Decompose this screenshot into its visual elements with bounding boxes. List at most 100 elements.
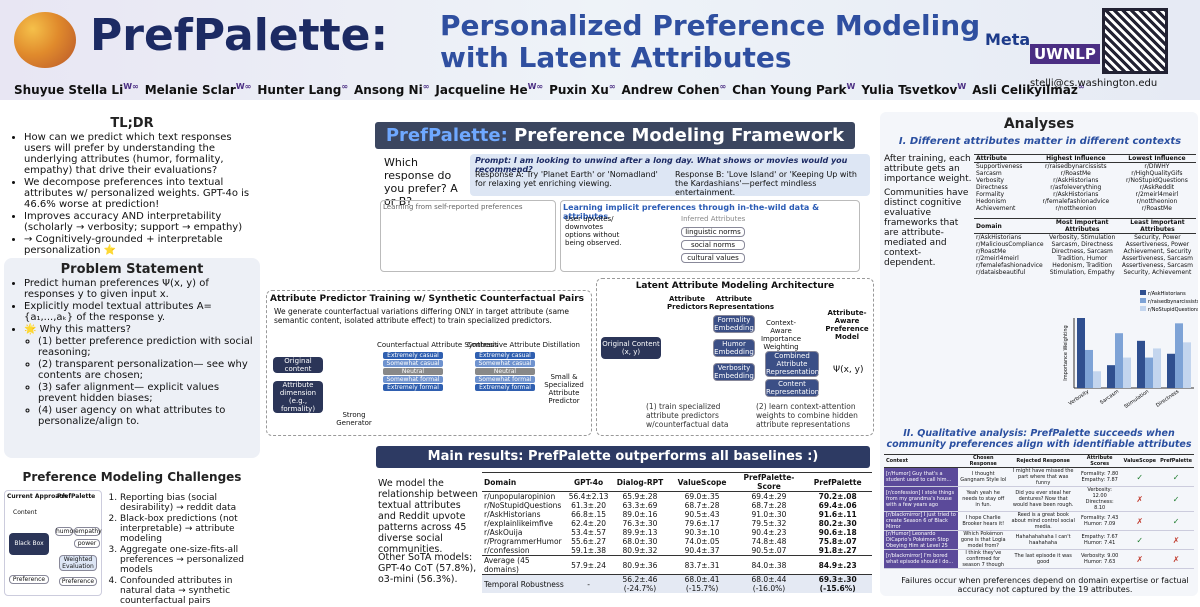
- label: Ψ(x, y): [833, 365, 864, 375]
- cell: 80.2±.30: [818, 519, 857, 528]
- cell: Did you ever steal her dentures? Now tha…: [1012, 490, 1074, 508]
- cell: Security, Achievement: [1123, 269, 1192, 276]
- author-affil: ∞: [719, 82, 727, 91]
- author-affil: W: [846, 82, 856, 91]
- label: Strong Generator: [336, 411, 372, 427]
- list-item: Improves accuracy AND interpretability (…: [24, 211, 254, 233]
- cell: 76.3±.30: [622, 519, 658, 528]
- header-cell: Attribute Scores: [1086, 455, 1113, 467]
- cell: 65.9±.28: [622, 492, 658, 501]
- cell: 89.0±.16: [622, 510, 658, 519]
- cell: 80.9±.36: [622, 560, 658, 570]
- cell: 74.8±.48: [751, 537, 787, 546]
- list-item: Predict human preferences Ψ(x, y) of res…: [24, 278, 254, 300]
- cell: Sarcasm, Directness: [1051, 241, 1113, 248]
- cell: 90.3±.10: [684, 528, 720, 537]
- cell: Average (45 domains): [484, 556, 530, 574]
- author: Chan Young ParkW: [732, 82, 856, 97]
- author-affil: W∞: [123, 82, 139, 91]
- header-cell: Dialog-RPT: [616, 477, 664, 487]
- row: [r/Humor] Leonardo DiCaprio's Pokémon St…: [884, 530, 1194, 550]
- cell: r/ProgrammerHumor: [484, 537, 562, 546]
- levels: Extremely casual Somewhat casual Neutral So…: [383, 351, 443, 392]
- label: Black Box: [9, 533, 49, 555]
- logo-meta: Meta: [985, 30, 1031, 49]
- y-axis-label: Importance Weighting: [1063, 325, 1069, 380]
- header-cell: Most Important Attributes: [1055, 219, 1109, 233]
- author: Puxin Xu∞: [549, 82, 615, 97]
- response: Response B: 'Love Island' or 'Keeping Up…: [675, 170, 857, 197]
- cell: Assertiveness, Sarcasm: [1121, 262, 1193, 269]
- bar: [1093, 371, 1101, 388]
- row: Verbosity r/AskHistorians r/NoStupidQuesti…: [974, 177, 1196, 184]
- cell: Directness, Sarcasm: [1051, 248, 1113, 255]
- label: Small & Specialized Attribute Predictor: [544, 373, 584, 405]
- header-cell: Lowest Influence: [1128, 155, 1186, 162]
- label: Attribute Representations: [709, 295, 775, 311]
- cell: [r/confession] I stole things from my gr…: [884, 486, 958, 512]
- header-cell: PrefPalette: [1160, 458, 1192, 464]
- author: Asli Celikyilmaz∞: [972, 82, 1084, 97]
- cell: Verbosity: 12.00 Directness: 8.10: [1085, 487, 1114, 511]
- author: Jacqueline HeW∞: [435, 82, 543, 97]
- author-affil: ∞: [422, 82, 430, 91]
- cell: r/nottheonion: [1136, 198, 1178, 205]
- cell: Hahahahahaha I can't haahahaha: [1015, 534, 1071, 546]
- author: Hunter Lang∞: [257, 82, 348, 97]
- cell: r/NoStupidQuestions: [484, 501, 562, 510]
- label: Attribute Predictor Training w/ Syntheti…: [270, 294, 585, 304]
- cell: 69.4±.06: [818, 501, 857, 510]
- subtitle: Personalized Preference Modeling with La…: [440, 10, 980, 74]
- cell: Supportiveness: [976, 163, 1023, 170]
- cell: Assertiveness, Sarcasm: [1121, 255, 1193, 262]
- list-item: Black-box predictions (not interpretable…: [120, 514, 262, 544]
- header-cell: Highest Influence: [1046, 155, 1106, 162]
- list-item: (3) safer alignment— explicit values pre…: [38, 382, 254, 404]
- cell: r/unpopularopinion: [484, 492, 556, 501]
- cell: 68.0±.41 (-15.7%): [684, 575, 720, 593]
- cell: 56.4±2.13: [568, 492, 609, 501]
- cell: r/raisedbynarcissists: [1045, 163, 1107, 170]
- label: Latent Attribute Modeling Architecture: [635, 281, 835, 291]
- cell: 91.6±.11: [818, 510, 857, 519]
- label: Preference: [9, 575, 49, 584]
- author-name: Puxin Xu: [549, 83, 609, 97]
- header-row: Context Chosen Response Rejected Response A…: [884, 454, 1194, 468]
- row: r/AskHistorians Verbosity, Stimulation Sec…: [974, 234, 1196, 241]
- header-cell: Context: [886, 458, 909, 464]
- results-table: Domain GPT-4o Dialog-RPT ValueScope PrefPale…: [482, 472, 872, 593]
- cell: r/AskHistorians: [484, 510, 541, 519]
- label: Context-Aware Importance Weighting: [760, 319, 802, 351]
- cell: r/dataisbeautiful: [976, 269, 1026, 276]
- label: Content Representation: [765, 379, 820, 397]
- cell: 69.4±.29: [751, 492, 787, 501]
- bar: [1183, 342, 1191, 388]
- legend-label: r/AskHistorians: [1148, 291, 1186, 297]
- cell: r/RoastMe: [1060, 170, 1091, 177]
- cell: Tradition, Humor: [1057, 255, 1108, 262]
- challenges-title-wrap: Preference Modeling Challenges: [4, 468, 260, 486]
- author-name: Chan Young Park: [732, 83, 847, 97]
- label: Content: [13, 509, 37, 516]
- row: r/femalefashionadvice Hedonism, Tradition…: [974, 262, 1196, 269]
- cell: 79.6±.17: [684, 519, 720, 528]
- tldr: TL;DR How can we predict which text resp…: [4, 112, 260, 256]
- title-part: Preference Modeling Framework: [514, 125, 845, 146]
- cell: 62.4±.20: [571, 519, 607, 528]
- header-cell: ValueScope: [1123, 458, 1157, 464]
- list-item: Explicitly model textual attributes A={a…: [24, 301, 254, 323]
- cell: Hedonism, Tradition: [1052, 262, 1113, 269]
- cell: r/RoastMe: [976, 248, 1007, 255]
- response: Response A: Try 'Planet Earth' or 'Nomad…: [475, 170, 658, 188]
- cell: 66.8±.15: [571, 510, 607, 519]
- cell: r/femalefashionadvice: [976, 262, 1043, 269]
- row: Temporal Robustness - 56.2±.46 (-24.7%) 68.…: [482, 574, 872, 593]
- cell: r/AskHistorians: [976, 234, 1022, 241]
- step: (1) train specialized attribute predicto…: [646, 402, 729, 429]
- cell: r/nottheonion: [1055, 205, 1097, 212]
- cell: ✓: [1172, 516, 1180, 526]
- cell: Formality: 7.80 Empathy: 7.87: [1080, 471, 1119, 483]
- cell: Sarcasm: [976, 170, 1002, 177]
